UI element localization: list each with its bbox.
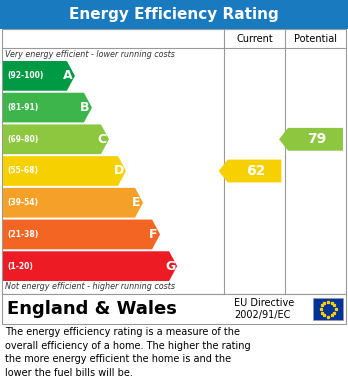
Text: (1-20): (1-20) [7, 262, 33, 271]
Text: D: D [114, 165, 124, 178]
Text: 62: 62 [246, 164, 265, 178]
Text: Energy Efficiency Rating: Energy Efficiency Rating [69, 7, 279, 22]
Polygon shape [279, 128, 343, 151]
Text: F: F [149, 228, 157, 241]
Polygon shape [3, 188, 143, 217]
Text: EU Directive
2002/91/EC: EU Directive 2002/91/EC [234, 298, 294, 320]
Text: E: E [132, 196, 140, 209]
Text: Potential: Potential [294, 34, 337, 43]
Text: (92-100): (92-100) [7, 71, 44, 81]
Text: (69-80): (69-80) [7, 135, 38, 144]
Bar [2, 294, 346, 324]
Polygon shape [3, 251, 177, 281]
Polygon shape [219, 160, 281, 183]
Text: C: C [97, 133, 106, 146]
Polygon shape [3, 124, 109, 154]
Polygon shape [3, 93, 92, 122]
Text: G: G [165, 260, 175, 273]
Text: (81-91): (81-91) [7, 103, 38, 112]
Text: 79: 79 [307, 132, 326, 146]
Polygon shape [3, 156, 126, 186]
Text: England & Wales: England & Wales [7, 300, 177, 318]
Bar [0, 0, 348, 29]
Polygon shape [3, 61, 75, 91]
Text: Very energy efficient - lower running costs: Very energy efficient - lower running co… [5, 50, 175, 59]
Polygon shape [3, 220, 160, 249]
Text: Not energy efficient - higher running costs: Not energy efficient - higher running co… [5, 282, 175, 291]
Text: B: B [80, 101, 90, 114]
Text: The energy efficiency rating is a measure of the
overall efficiency of a home. T: The energy efficiency rating is a measur… [5, 327, 251, 378]
Text: (21-38): (21-38) [7, 230, 38, 239]
Text: A: A [63, 69, 73, 83]
Bar [2, 29, 346, 294]
Bar [313, 298, 343, 320]
Text: Current: Current [236, 34, 273, 43]
Text: (39-54): (39-54) [7, 198, 38, 207]
Text: (55-68): (55-68) [7, 167, 38, 176]
